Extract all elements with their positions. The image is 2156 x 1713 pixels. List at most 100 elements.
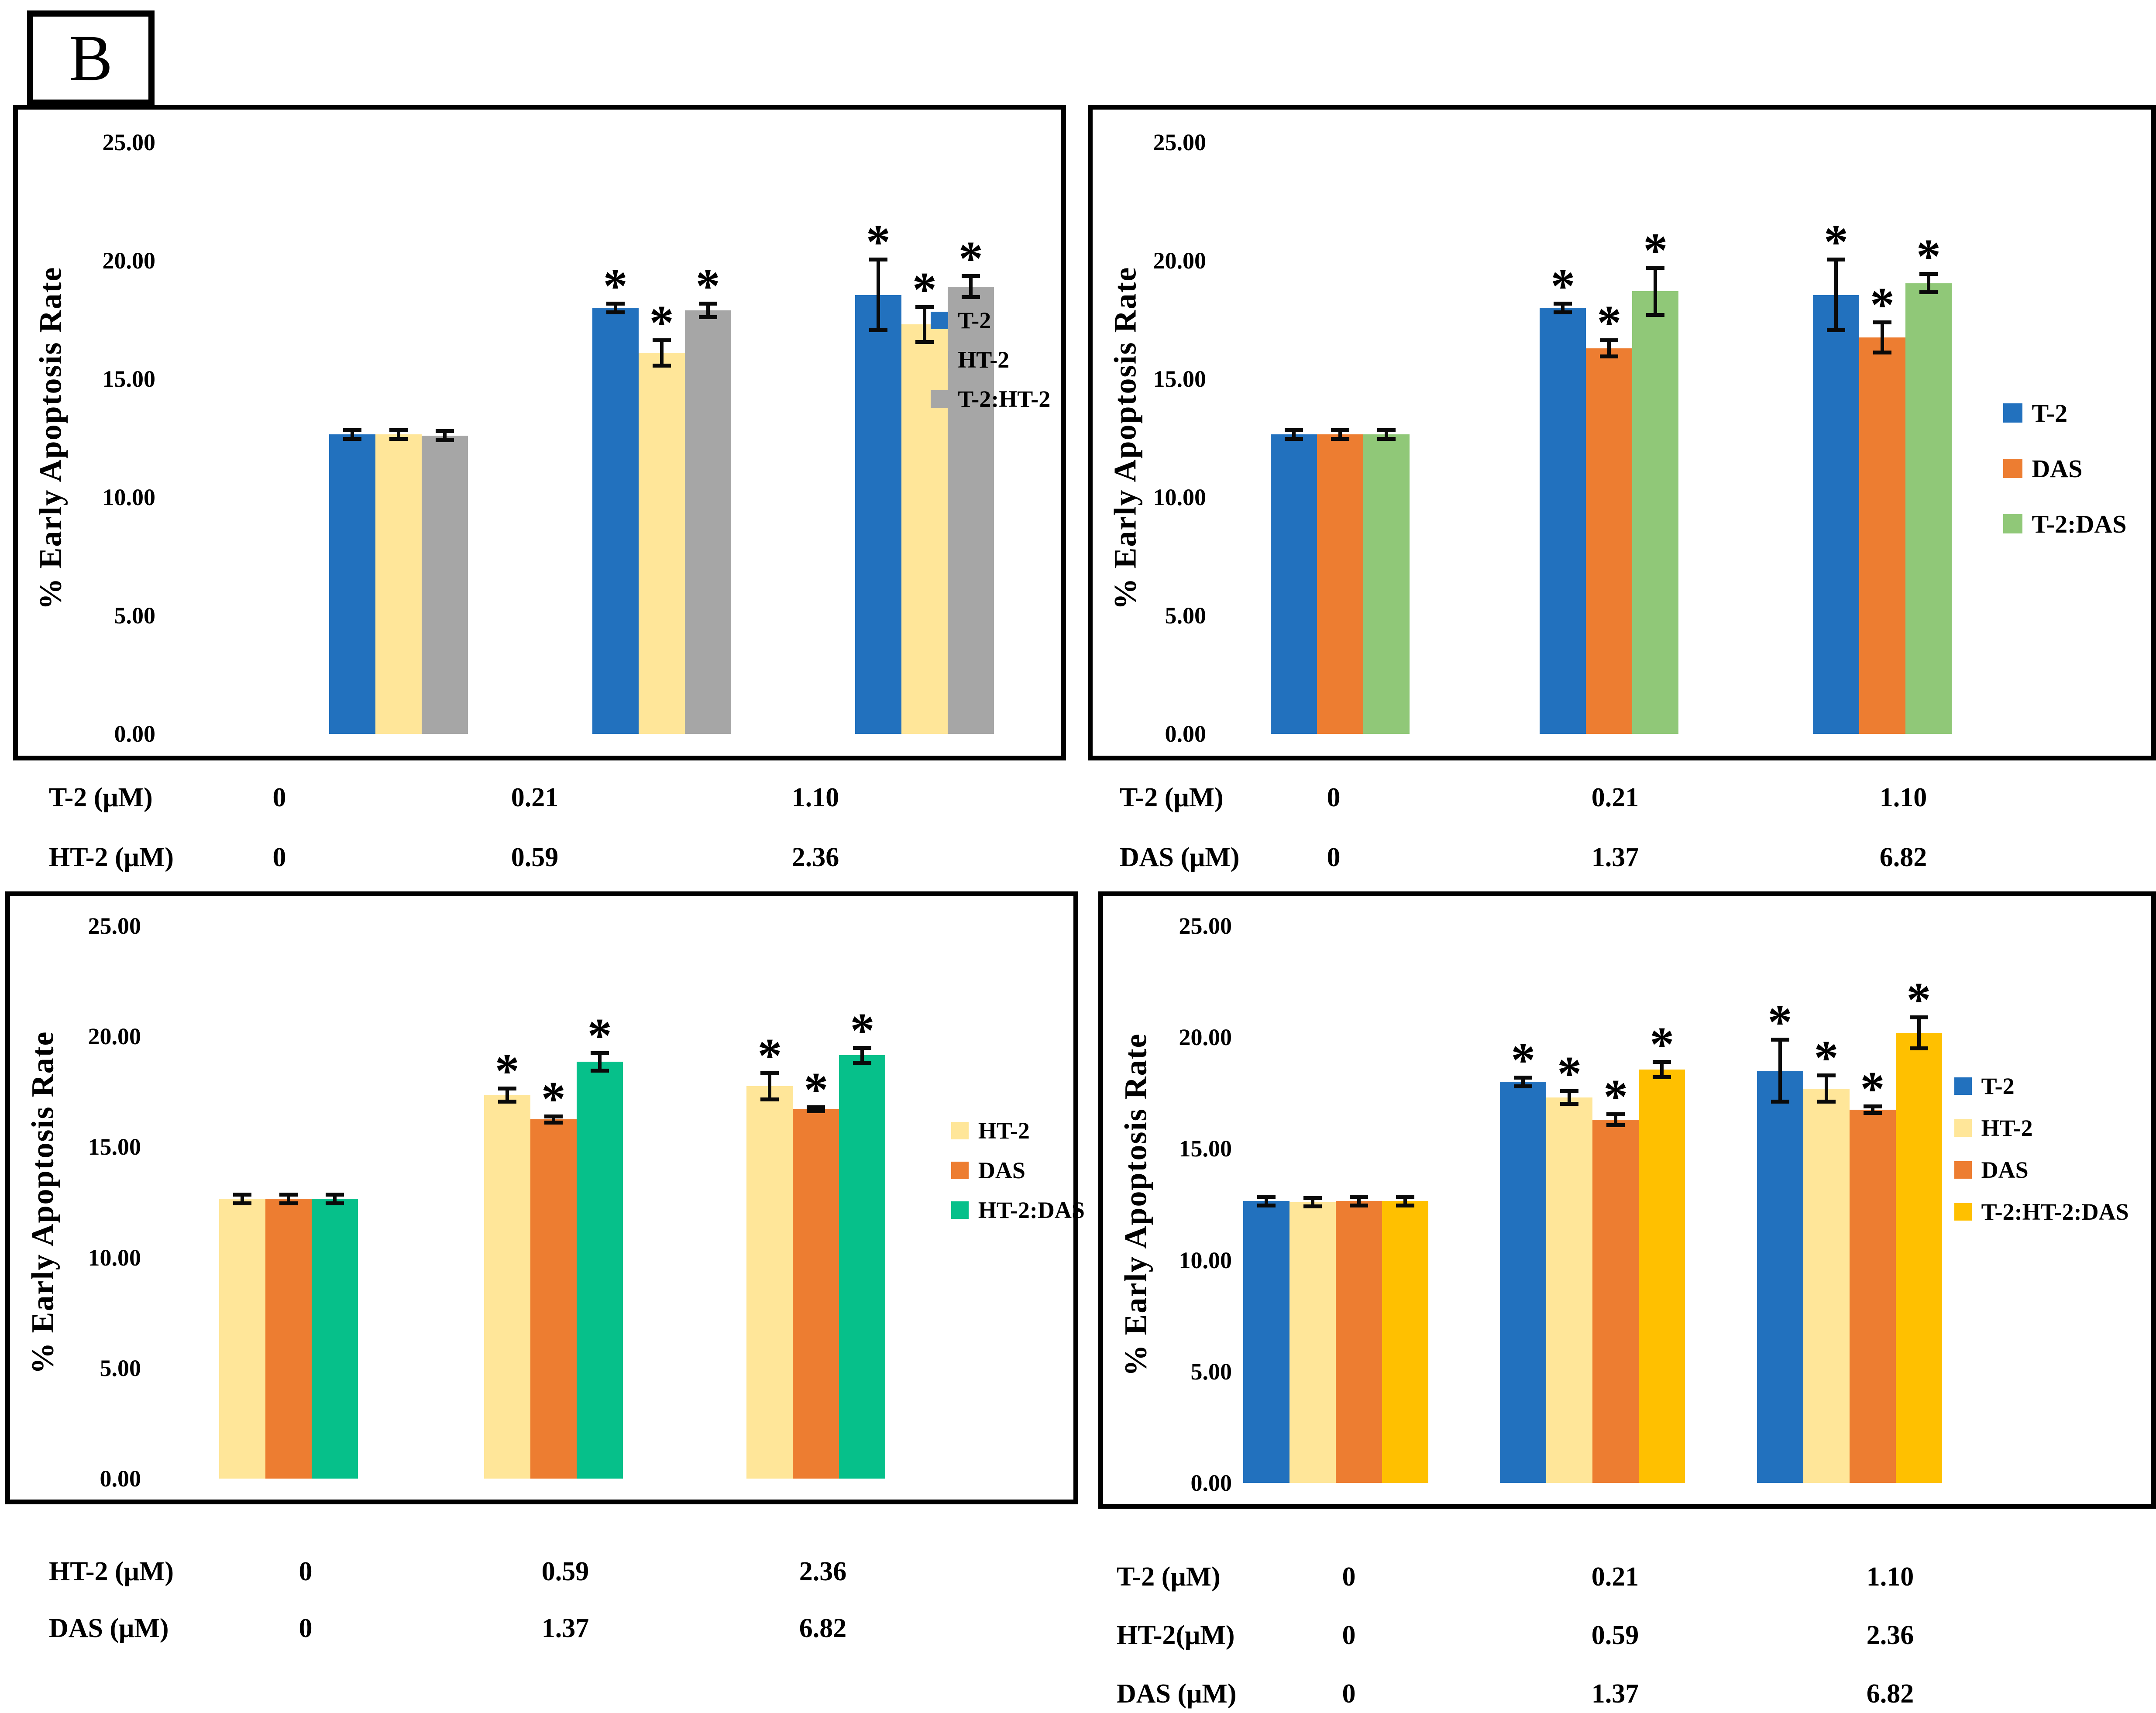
y-tick-label: 5.00	[100, 1355, 141, 1381]
error-bar	[279, 1193, 298, 1205]
bar-das	[1849, 1110, 1896, 1483]
y-tick-label: 5.00	[114, 602, 156, 629]
error-bar	[961, 274, 980, 299]
significance-asterisk: *	[495, 1044, 519, 1099]
bar-column: *	[746, 926, 793, 1479]
table-value: 0.21	[1591, 783, 1639, 812]
chart-ht2-das: 25.00 20.00 15.00 10.00 5.00 0.00 % Early Apop…	[5, 891, 1085, 1504]
legend: HT-2 DAS HT-2:DAS	[951, 1111, 1085, 1230]
bar-ht-2	[1546, 1097, 1593, 1483]
table-value: 6.82	[799, 1613, 847, 1643]
legend-label: DAS	[978, 1157, 1025, 1184]
legend-label: T-2	[958, 307, 991, 334]
error-bar	[1919, 272, 1938, 295]
panel-label-text: B	[69, 22, 113, 94]
y-axis-title: % Early Apoptosis Rate	[1093, 142, 1158, 734]
bar-t-2	[855, 295, 901, 734]
legend-item: T-2	[931, 301, 1050, 340]
bar-column: *	[1632, 142, 1679, 734]
table-row: HT-2 (μM) 0 0.59 2.36	[0, 1555, 2156, 1588]
bar-ht-2:das	[312, 1199, 358, 1479]
bar-t-2:das	[1905, 283, 1952, 734]
bar-t-2:ht-2:das	[1639, 1070, 1685, 1483]
table-row-label: T-2 (μM)	[49, 783, 153, 812]
bar-column: *	[576, 926, 623, 1479]
legend-swatch-icon	[2003, 403, 2022, 423]
y-tick-label: 25.00	[1153, 129, 1207, 155]
table-row: DAS (μM) 0 1.37 6.82	[0, 1677, 2156, 1710]
table-row-label: HT-2 (μM)	[49, 843, 174, 872]
y-tick-label: 0.00	[1190, 1470, 1232, 1496]
y-axis-title: % Early Apoptosis Rate	[10, 926, 76, 1479]
bar-column: *	[1803, 926, 1850, 1483]
table-value: 0.21	[1591, 1562, 1639, 1592]
bar-group	[1243, 926, 1429, 1483]
bar-t-2	[1500, 1082, 1547, 1483]
bar-column	[1317, 142, 1364, 734]
bar-ht-2:das	[839, 1055, 886, 1479]
table-row: DAS (μM) 0 1.37 6.82	[0, 1612, 2156, 1645]
bar-column: *	[1540, 142, 1586, 734]
legend-label: T-2	[1981, 1073, 2015, 1099]
y-axis-title: % Early Apoptosis Rate	[18, 142, 83, 734]
bar-das	[265, 1199, 312, 1479]
table-row-label: HT-2 (μM)	[49, 1557, 174, 1586]
bar-group: * * *	[1813, 142, 1952, 734]
error-bar	[1257, 1195, 1276, 1208]
error-bar	[544, 1114, 563, 1125]
table-row-label: T-2 (μM)	[1117, 1562, 1221, 1592]
table-row: DAS (μM) 0 1.37 6.82	[0, 841, 2156, 874]
legend-swatch-icon	[931, 312, 949, 330]
bar-column: *	[1586, 142, 1633, 734]
table-row-label: T-2 (μM)	[1120, 783, 1224, 812]
y-tick-label: 0.00	[114, 721, 156, 747]
error-bar	[498, 1087, 516, 1104]
error-bar	[1377, 428, 1396, 441]
chart-t2-ht2-das: 25.00 20.00 15.00 10.00 5.00 0.00 % Early Apop…	[1098, 891, 2156, 1509]
table-value: 0.21	[511, 783, 559, 812]
bar-column	[265, 926, 312, 1479]
bar-column: *	[793, 926, 839, 1479]
bar-t-2:das	[1363, 434, 1410, 734]
table-value: 1.37	[541, 1613, 589, 1643]
significance-asterisk: *	[804, 1063, 829, 1118]
bar-t-2	[592, 308, 639, 734]
bar-column: *	[1905, 142, 1952, 734]
table-row-label: HT-2(μM)	[1117, 1620, 1235, 1650]
bar-column	[312, 926, 358, 1479]
y-tick-label: 10.00	[1179, 1247, 1232, 1273]
legend-swatch-icon	[951, 1162, 969, 1180]
bar-t-2:das	[1632, 291, 1679, 734]
bar-t-2	[329, 434, 376, 734]
legend-item: HT-2	[1954, 1107, 2129, 1149]
chart-t2-ht2: 25.00 20.00 15.00 10.00 5.00 0.00 % Early Apop…	[13, 105, 1066, 760]
error-bar	[915, 305, 934, 344]
legend: T-2 HT-2 T-2:HT-2	[931, 301, 1050, 419]
bar-group: * * * *	[1757, 926, 1942, 1483]
bar-column: *	[638, 142, 685, 734]
bar-column: *	[530, 926, 577, 1479]
bar-t-2:ht-2	[947, 286, 994, 734]
legend-swatch-icon	[951, 1201, 969, 1219]
significance-asterisk: *	[1906, 973, 1931, 1028]
legend-swatch-icon	[2003, 459, 2022, 478]
legend-item: DAS	[2003, 441, 2127, 496]
significance-asterisk: *	[757, 1028, 782, 1083]
significance-asterisk: *	[541, 1072, 566, 1126]
bar-ht-2	[638, 353, 685, 734]
table-row: T-2 (μM) 0 0.21 1.10	[0, 781, 2156, 814]
legend-item: T-2	[2003, 385, 2127, 441]
bar-column: *	[1859, 142, 1906, 734]
bar-column: *	[484, 926, 530, 1479]
bar-group	[219, 926, 358, 1479]
error-bar	[869, 258, 887, 332]
legend-label: T-2	[2032, 399, 2068, 427]
legend-label: DAS	[2032, 454, 2083, 483]
legend-label: T-2:DAS	[2032, 509, 2127, 538]
significance-asterisk: *	[1916, 229, 1941, 284]
bar-column: *	[1895, 926, 1942, 1483]
error-bar	[326, 1193, 344, 1205]
bar-t-2	[1243, 1201, 1290, 1483]
error-bar	[1514, 1076, 1533, 1088]
